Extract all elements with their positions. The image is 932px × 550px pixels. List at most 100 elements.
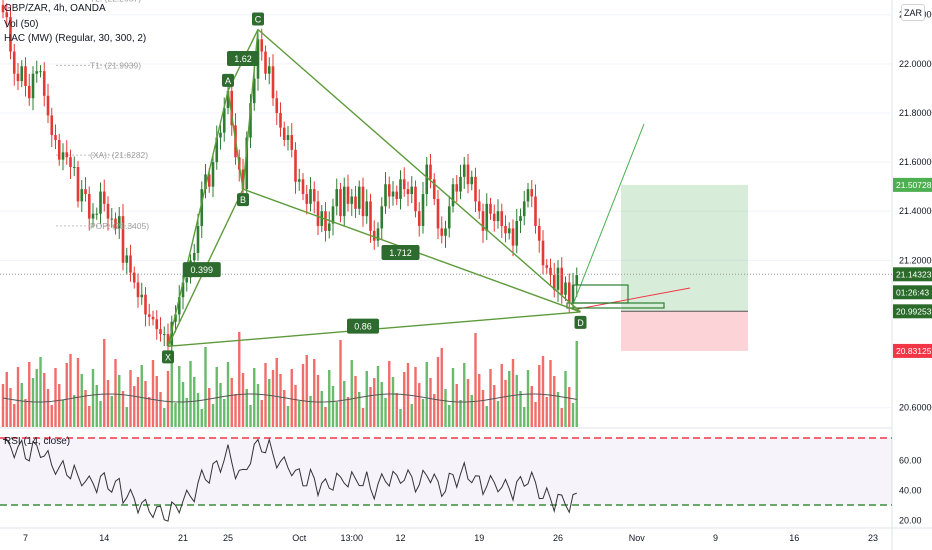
candle-body — [515, 221, 519, 246]
entry-zone-box-lower[interactable] — [566, 302, 665, 309]
candle-body — [335, 189, 339, 207]
volume-bar — [534, 402, 537, 427]
time-axis-tick: 25 — [223, 533, 233, 543]
candle-body — [132, 272, 136, 283]
candle-body — [492, 213, 496, 222]
volume-bar — [418, 383, 421, 427]
candle-body — [350, 196, 354, 204]
candle-body — [402, 179, 406, 190]
volume-bar — [230, 378, 233, 427]
pattern-point-d[interactable]: D — [577, 318, 584, 328]
time-axis-tick: Nov — [629, 533, 646, 543]
candle-body — [447, 206, 451, 229]
currency-button[interactable]: ZAR — [901, 4, 925, 21]
pattern-point-x-box[interactable] — [162, 350, 174, 364]
candle-body — [440, 228, 444, 236]
volume-bar — [166, 371, 170, 427]
candle-body — [84, 189, 87, 195]
volume-bar — [335, 402, 338, 427]
volume-bar — [118, 375, 121, 427]
volume-bar — [69, 354, 72, 427]
volume-bar — [61, 400, 65, 427]
candle-body — [455, 184, 459, 192]
volume-bar — [95, 385, 98, 427]
ratio-label: 1.62 — [234, 54, 252, 64]
volume-bar — [9, 388, 12, 427]
candle-body — [526, 189, 530, 202]
pattern-point-d-box[interactable] — [574, 315, 587, 329]
volume-bar — [485, 406, 488, 427]
volume-bar — [155, 376, 158, 427]
volume-bar — [283, 390, 286, 427]
volume-bar — [99, 401, 102, 427]
pattern-point-x[interactable]: X — [165, 352, 171, 362]
candle-body — [222, 108, 226, 133]
hac-indicator-label[interactable]: HAC (MW) (Regular, 30, 300, 2) — [4, 33, 147, 44]
candle-body — [80, 189, 84, 202]
long-position-target-zone[interactable] — [621, 184, 748, 312]
volume-bar — [73, 395, 76, 427]
volume-bar — [174, 403, 177, 427]
candle-body — [290, 135, 294, 150]
volume-bar — [20, 383, 23, 427]
symbol-title[interactable]: GBP/ZAR, 4h, OANDA — [4, 3, 106, 14]
candle-body — [432, 179, 436, 199]
rsi-indicator-label[interactable]: RSI (14, close) — [4, 436, 71, 447]
price-axis-tick: 21.20000 — [899, 255, 932, 265]
pattern-point-a[interactable]: A — [225, 76, 231, 86]
ratio-label-box — [347, 318, 379, 334]
candle-body — [1, 4, 5, 13]
volume-bar — [440, 348, 443, 427]
pattern-point-c[interactable]: C — [255, 14, 262, 24]
volume-indicator-label[interactable]: Vol (50) — [4, 19, 39, 30]
pattern-point-c-box[interactable] — [252, 12, 264, 26]
candle-body — [459, 176, 462, 192]
candle-body — [174, 314, 177, 322]
candle-body — [91, 213, 95, 219]
volume-bar — [380, 382, 383, 427]
candle-body — [241, 169, 245, 190]
volume-bar — [376, 366, 380, 427]
candle-body — [136, 282, 140, 298]
long-position-stop-zone[interactable] — [621, 311, 748, 351]
pattern-point-b-box[interactable] — [237, 193, 249, 207]
volume-bar — [211, 404, 215, 427]
candle-body — [316, 201, 320, 226]
candle-body — [147, 314, 151, 317]
candle-body — [286, 135, 290, 140]
volume-bar — [331, 386, 335, 427]
time-axis-tick: 19 — [474, 533, 484, 543]
candle-body — [425, 164, 429, 195]
volume-bar — [523, 407, 526, 427]
volume-bar — [121, 391, 125, 427]
volume-bar — [58, 384, 61, 427]
ratio-label: 0.399 — [190, 265, 213, 275]
candle-body — [252, 78, 256, 104]
volume-bar — [140, 365, 143, 427]
candle-body — [95, 213, 99, 215]
candle-body — [462, 164, 466, 177]
time-axis-tick: 12 — [395, 533, 405, 543]
pattern-point-a-box[interactable] — [222, 73, 234, 87]
volume-bar — [148, 397, 151, 427]
volume-bar — [545, 397, 548, 427]
candle-body — [541, 240, 545, 266]
pattern-point-b[interactable]: B — [240, 195, 246, 205]
time-axis-tick: Oct — [292, 533, 307, 543]
candle-body — [387, 184, 391, 197]
candle-body — [102, 191, 106, 204]
volume-bar — [369, 387, 372, 427]
candle-body — [331, 206, 335, 224]
volume-bar — [560, 408, 563, 427]
entry-zone-box[interactable] — [572, 284, 629, 304]
candle-body — [192, 252, 196, 261]
time-axis-tick: 9 — [713, 533, 718, 543]
candle-body — [500, 211, 504, 226]
volume-bar — [193, 377, 196, 427]
candle-body — [301, 179, 305, 195]
volume-bar — [43, 373, 46, 427]
volume-bar — [260, 400, 263, 427]
candle-body — [54, 135, 57, 140]
